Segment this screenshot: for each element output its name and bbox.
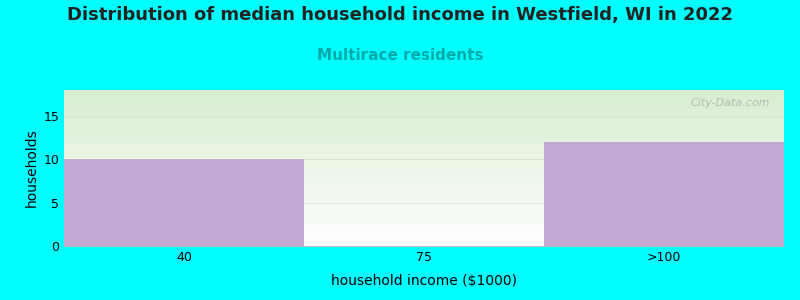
Bar xyxy=(64,159,304,246)
Text: Distribution of median household income in Westfield, WI in 2022: Distribution of median household income … xyxy=(67,6,733,24)
Text: Multirace residents: Multirace residents xyxy=(317,48,483,63)
Text: household income ($1000): household income ($1000) xyxy=(331,274,517,288)
Bar xyxy=(544,142,784,246)
Text: City-Data.com: City-Data.com xyxy=(690,98,770,108)
Y-axis label: households: households xyxy=(25,129,39,207)
